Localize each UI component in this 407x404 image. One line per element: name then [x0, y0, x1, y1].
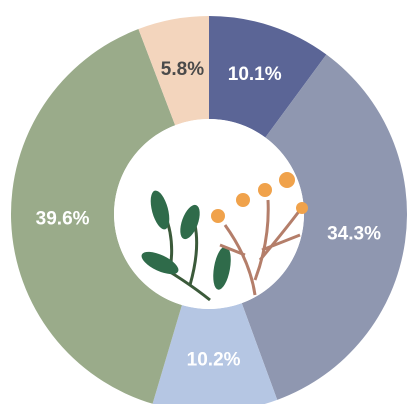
- value-label: 5.8%: [161, 59, 204, 80]
- value-label: 10.1%: [228, 64, 282, 85]
- page: 10.1%34.3%10.2%39.6%5.8% (() => { const …: [0, 0, 407, 404]
- center-hole: [114, 119, 304, 309]
- value-label: 39.6%: [36, 209, 90, 230]
- value-label: 34.3%: [327, 224, 381, 245]
- chart: 10.1% 34.3% 10.2% 39.6% 5.8%: [0, 0, 407, 404]
- value-label: 10.2%: [187, 349, 241, 370]
